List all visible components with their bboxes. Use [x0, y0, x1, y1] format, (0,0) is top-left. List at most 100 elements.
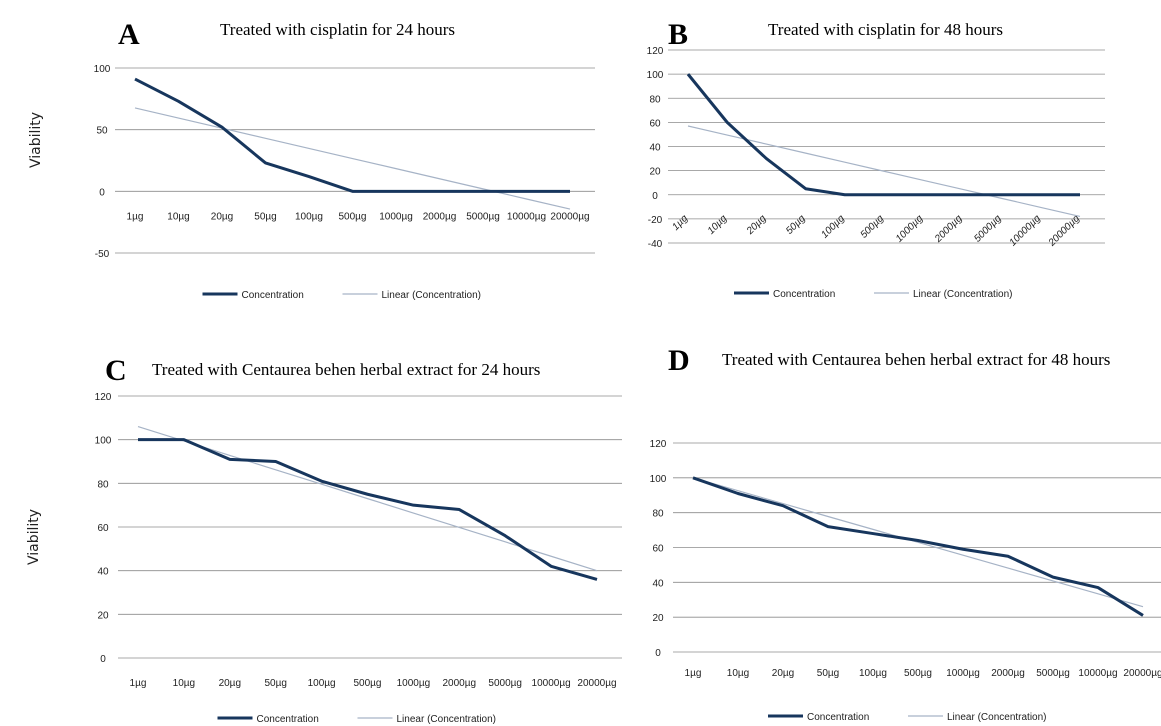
y-tick-label: 100: [94, 64, 111, 75]
chart-title: Treated with Centaurea behen herbal extr…: [152, 360, 540, 379]
y-tick-label: 80: [97, 479, 109, 490]
x-tick-label: 1µg: [685, 668, 702, 679]
series-line-concentration: [138, 438, 598, 581]
y-tick-label: 100: [647, 70, 664, 81]
y-axis-label-top: Viability: [28, 112, 44, 168]
x-tick-label: 1µg: [127, 211, 144, 222]
x-tick-label: 100µg: [859, 668, 887, 679]
x-tick-label: 10µg: [173, 678, 195, 689]
x-tick-label: 20µg: [744, 213, 769, 238]
x-tick-label: 500µg: [904, 668, 932, 679]
y-tick-label: 120: [650, 439, 667, 450]
legend-label-linear: Linear (Concentration): [382, 290, 482, 301]
y-tick-label: 120: [95, 392, 112, 403]
x-tick-label: 2000µg: [423, 211, 457, 222]
panel-letter: A: [118, 18, 140, 51]
x-tick-label: 50µg: [254, 211, 276, 222]
x-tick-label: 20µg: [211, 211, 233, 222]
x-tick-label: 2000µg: [932, 213, 965, 246]
chart-panel-a: A Treated with cisplatin for 24 hours -5…: [94, 18, 595, 301]
panel-letter: C: [105, 354, 127, 387]
x-tick-label: 10000µg: [532, 678, 571, 689]
trend-line: [692, 477, 1144, 608]
x-tick-label: 20000µg: [1123, 668, 1161, 679]
y-tick-label: 20: [97, 610, 109, 621]
x-tick-label: 1000µg: [397, 678, 431, 689]
y-tick-label: 40: [97, 567, 109, 578]
legend-label-concentration: Concentration: [773, 289, 835, 300]
x-tick-label: 2000µg: [991, 668, 1025, 679]
legend-label-linear: Linear (Concentration): [947, 712, 1047, 723]
chart-panel-d: D Treated with Centaurea behen herbal ex…: [650, 344, 1161, 723]
y-tick-label: 0: [99, 187, 105, 198]
chart-title: Treated with cisplatin for 48 hours: [768, 20, 1003, 39]
y-tick-label: 20: [649, 167, 661, 178]
y-tick-label: 60: [652, 544, 664, 555]
chart-title: Treated with Centaurea behen herbal extr…: [722, 350, 1110, 369]
y-tick-label: 80: [649, 94, 661, 105]
x-tick-label: 10µg: [706, 213, 730, 237]
y-tick-label: 60: [97, 523, 109, 534]
x-tick-label: 5000µg: [466, 211, 500, 222]
x-tick-label: 1000µg: [379, 211, 413, 222]
x-tick-label: 50µg: [264, 678, 286, 689]
x-tick-label: 500µg: [338, 211, 366, 222]
y-tick-label: 100: [650, 474, 667, 485]
x-tick-label: 10µg: [727, 668, 749, 679]
x-tick-label: 10µg: [167, 211, 189, 222]
y-tick-label: 80: [652, 509, 664, 520]
y-tick-label: 50: [96, 126, 108, 137]
legend-label-linear: Linear (Concentration): [397, 714, 497, 725]
x-tick-label: 500µg: [859, 213, 887, 241]
trend-line: [687, 125, 1081, 218]
y-tick-label: -40: [648, 239, 663, 250]
x-tick-label: 20µg: [219, 678, 241, 689]
legend-label-concentration: Concentration: [257, 714, 319, 725]
y-tick-label: 40: [649, 143, 661, 154]
y-tick-label: 0: [655, 648, 661, 659]
y-tick-label: -20: [648, 215, 663, 226]
legend-label-concentration: Concentration: [807, 712, 869, 723]
x-tick-label: 20µg: [772, 668, 794, 679]
legend-label-concentration: Concentration: [242, 290, 304, 301]
y-tick-label: 40: [652, 578, 664, 589]
chart-panel-c: C Treated with Centaurea behen herbal ex…: [95, 354, 622, 725]
y-tick-label: 0: [100, 654, 106, 665]
x-tick-label: 500µg: [353, 678, 381, 689]
series-line-concentration: [134, 77, 570, 193]
x-tick-label: 50µg: [817, 668, 839, 679]
x-tick-label: 10000µg: [1078, 668, 1117, 679]
x-tick-label: 100µg: [308, 678, 336, 689]
series-line-concentration: [692, 476, 1144, 617]
x-tick-label: 20000µg: [550, 211, 589, 222]
x-tick-label: 100µg: [295, 211, 323, 222]
y-tick-label: 100: [95, 436, 112, 447]
x-tick-label: 1µg: [130, 678, 147, 689]
x-tick-label: 50µg: [784, 213, 808, 237]
x-tick-label: 1000µg: [894, 213, 926, 245]
x-tick-label: 2000µg: [443, 678, 477, 689]
panel-letter: D: [668, 344, 690, 377]
trend-line: [134, 107, 571, 210]
legend-label-linear: Linear (Concentration): [913, 289, 1013, 300]
series-line-concentration: [686, 73, 1080, 197]
y-tick-label: -50: [95, 249, 110, 260]
x-tick-label: 20000µg: [1046, 213, 1082, 249]
chart-title: Treated with cisplatin for 24 hours: [220, 20, 455, 39]
y-tick-label: 120: [647, 46, 664, 57]
x-tick-label: 1000µg: [946, 668, 980, 679]
y-axis-label-bottom: Viability: [26, 509, 42, 565]
x-tick-label: 5000µg: [1036, 668, 1070, 679]
x-tick-label: 20000µg: [577, 678, 616, 689]
x-tick-label: 1µg: [670, 213, 690, 233]
chart-panel-b: B Treated with cisplatin for 48 hours -4…: [647, 18, 1105, 300]
x-tick-label: 10000µg: [507, 211, 546, 222]
x-tick-label: 5000µg: [972, 213, 1004, 245]
x-tick-label: 100µg: [819, 213, 847, 241]
y-tick-label: 20: [652, 613, 664, 624]
y-tick-label: 0: [652, 191, 658, 202]
x-tick-label: 5000µg: [488, 678, 522, 689]
panel-letter: B: [668, 18, 688, 51]
y-tick-label: 60: [649, 118, 661, 129]
